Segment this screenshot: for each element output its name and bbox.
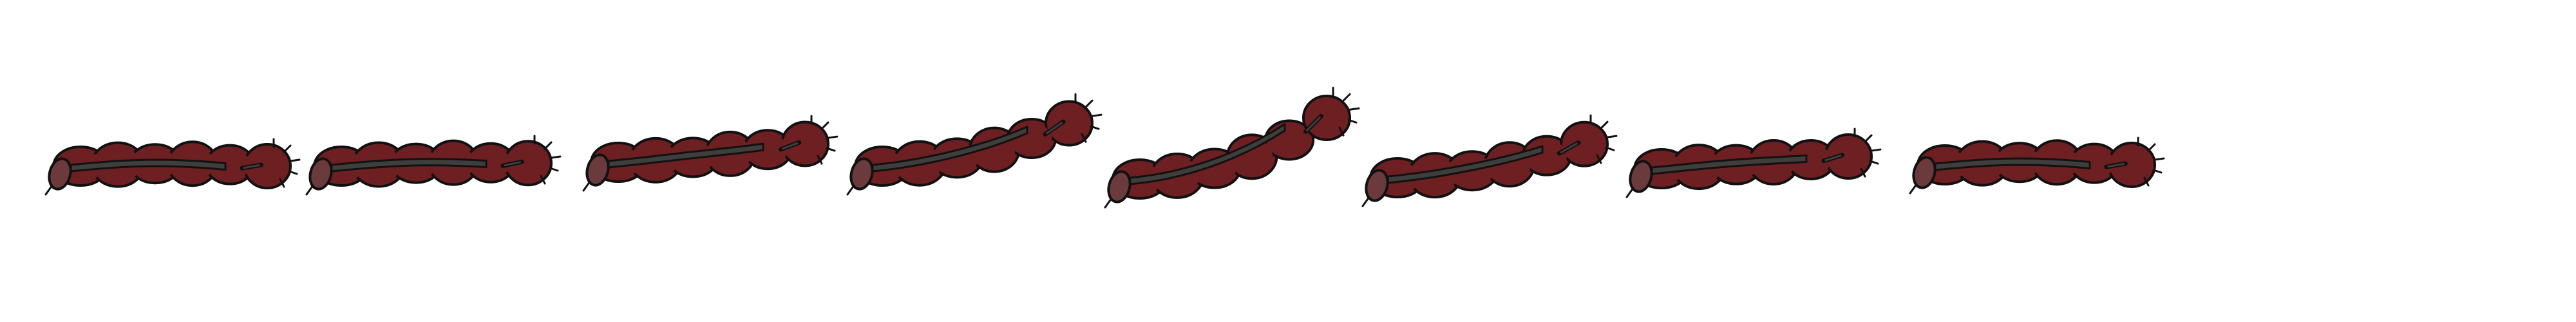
bristle <box>817 155 823 165</box>
body-segments <box>313 139 553 188</box>
tail-tip <box>1361 196 1370 207</box>
back-stripe <box>871 126 1028 173</box>
caterpillar-frame-8 <box>1909 137 2165 194</box>
tail-tip <box>846 184 855 196</box>
mouth-inner <box>1824 155 1842 162</box>
tail-bulb <box>308 157 333 191</box>
bristle <box>283 144 292 153</box>
bristle <box>1596 154 1602 164</box>
body-fill <box>786 126 824 162</box>
bristle <box>279 178 285 188</box>
bristle <box>1347 118 1358 124</box>
bristle <box>549 167 559 172</box>
tail-bulb <box>1629 160 1653 193</box>
caterpillar-frame-1 <box>44 138 301 196</box>
bristle <box>1084 99 1094 108</box>
bristle <box>2154 157 2165 161</box>
body-fill <box>747 134 788 166</box>
tail-tip <box>582 180 591 192</box>
tail-bulb <box>1365 169 1389 202</box>
caterpillar-frame-3 <box>582 115 838 192</box>
bristle <box>1600 120 1609 129</box>
tail-bulb <box>48 157 72 191</box>
body-fill <box>470 147 511 178</box>
body-fill <box>209 149 251 180</box>
body-fill <box>2074 147 2115 179</box>
bristle <box>1338 126 1345 137</box>
bristle <box>1870 148 1882 152</box>
caterpillar-frame-7 <box>1625 128 1882 198</box>
bristle <box>1081 133 1087 143</box>
bristle <box>550 155 562 159</box>
bristle <box>1860 167 1866 178</box>
bristle <box>1606 135 1618 138</box>
bristle <box>544 141 553 150</box>
bristle <box>540 175 546 185</box>
body-fill <box>1011 122 1052 154</box>
mouth-inner <box>243 164 260 169</box>
tail-bulb <box>1107 170 1132 204</box>
frames-group <box>44 86 2165 209</box>
bristle <box>1605 146 1615 151</box>
body-fill <box>248 148 287 184</box>
caterpillar-frame-5 <box>1104 86 1360 209</box>
body-fill <box>1829 138 1868 175</box>
back-stripe <box>1387 145 1544 184</box>
bristle <box>289 158 301 162</box>
tail-bulb <box>849 157 874 191</box>
bristle <box>1090 125 1100 130</box>
bristle <box>288 170 298 175</box>
body-fill <box>2112 147 2151 183</box>
back-stripe <box>1934 157 2091 171</box>
tail-tip <box>1909 183 1918 194</box>
mouth-inner <box>2107 162 2125 168</box>
mouth-inner <box>781 142 799 150</box>
tail-tip <box>305 184 314 196</box>
mouth-inner <box>504 161 521 167</box>
bristle <box>826 147 836 152</box>
back-stripe <box>70 158 227 173</box>
bristle <box>1342 93 1351 102</box>
back-stripe <box>330 158 488 173</box>
back-stripe <box>607 142 764 169</box>
tail-tip <box>1104 197 1113 209</box>
back-stripe <box>1129 123 1286 185</box>
bristle <box>827 135 838 139</box>
bristle <box>1091 113 1103 117</box>
bristle <box>1869 160 1879 165</box>
body-fill <box>1050 105 1088 142</box>
caterpillar-frame-4 <box>846 93 1103 196</box>
bristle <box>2152 169 2163 174</box>
body-fill <box>1565 126 1604 162</box>
bristle <box>1349 107 1360 111</box>
tail-tip <box>1625 187 1634 198</box>
mouth-inner <box>1046 122 1063 135</box>
bristle <box>820 121 829 130</box>
tail-tip <box>44 184 53 196</box>
mouth-inner <box>1560 142 1578 154</box>
bristle <box>1864 134 1873 143</box>
bristle <box>2147 143 2156 152</box>
body-fill <box>1790 144 1832 176</box>
caterpillar-frame-6 <box>1361 114 1618 207</box>
caterpillar-frame-2 <box>305 135 562 196</box>
bristle <box>2143 176 2150 187</box>
body-fill <box>1307 100 1346 136</box>
back-stripe <box>1651 154 1808 175</box>
mouth-inner <box>1305 117 1321 131</box>
tail-bulb <box>585 153 610 187</box>
body-fill <box>509 145 547 182</box>
tail-bulb <box>1912 156 1937 189</box>
